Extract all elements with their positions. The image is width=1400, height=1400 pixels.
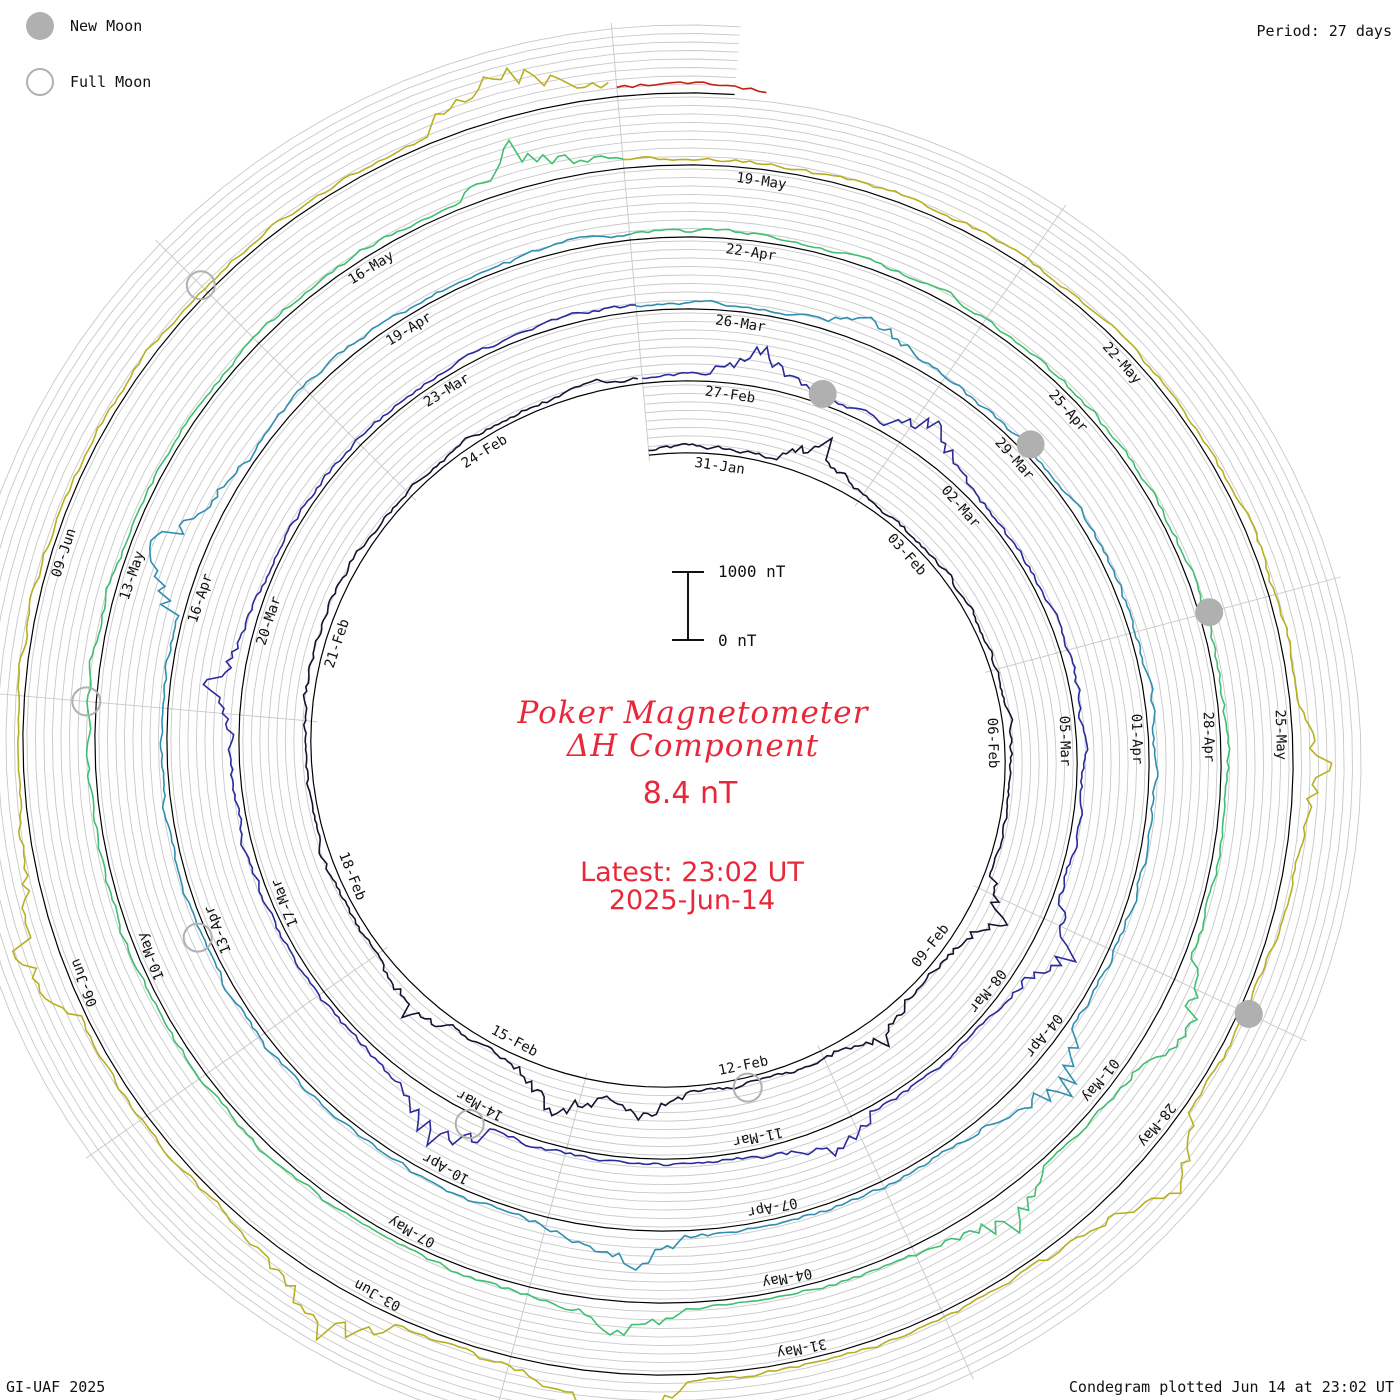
grid-ring xyxy=(0,33,1353,1400)
date-tick-label: 21-Feb xyxy=(322,617,353,670)
date-tick-label: 26-Mar xyxy=(714,312,766,335)
radial-spoke xyxy=(262,987,329,1035)
radial-spoke xyxy=(498,1350,513,1400)
grid-ring xyxy=(0,41,1345,1400)
radial-spoke xyxy=(203,1029,270,1076)
radial-spoke xyxy=(307,392,366,450)
grid-ring xyxy=(5,75,1311,1393)
grid-ring xyxy=(0,24,1362,1400)
full-moon-icon xyxy=(26,68,54,96)
full-moon-marker xyxy=(182,922,213,953)
radial-spoke xyxy=(237,714,318,723)
radial-spoke xyxy=(623,166,632,246)
legend-full-moon-label: Full Moon xyxy=(70,73,152,91)
radial-spoke xyxy=(565,1072,588,1151)
date-tick-label: 27-Feb xyxy=(704,384,756,407)
radial-spoke xyxy=(206,290,264,348)
radial-spoke xyxy=(610,22,619,103)
chart-subtitle: ΔH Component xyxy=(566,728,820,764)
radial-spoke xyxy=(547,1142,569,1220)
current-value: 8.4 nT xyxy=(642,776,738,811)
radial-spoke xyxy=(509,1281,532,1359)
date-tick-label: 05-Mar xyxy=(1056,715,1073,766)
radial-spoke xyxy=(984,651,1063,673)
new-moon-marker xyxy=(1234,1000,1263,1028)
date-tick-label: 16-Apr xyxy=(185,572,216,625)
radial-spoke xyxy=(94,701,174,710)
radial-spoke xyxy=(1124,613,1202,636)
full-moon-marker xyxy=(454,1109,485,1139)
radial-spoke xyxy=(85,1111,152,1159)
full-moon-marker xyxy=(732,1072,763,1103)
grid-ring xyxy=(0,58,1328,1400)
grid-ring xyxy=(0,50,1337,1400)
series-rotation-1 xyxy=(202,304,1089,1167)
date-tick-label: 20-Mar xyxy=(254,594,285,647)
radial-spoke xyxy=(847,1110,883,1184)
radial-spoke xyxy=(939,1306,974,1380)
radial-spoke xyxy=(321,946,388,994)
full-moon-marker xyxy=(185,270,216,301)
radial-spoke xyxy=(642,381,650,462)
radial-spoke xyxy=(908,1241,944,1315)
radial-spoke xyxy=(0,693,31,698)
latest-date: 2025-Jun-14 xyxy=(608,885,776,916)
date-tick-label: 28-Apr xyxy=(1200,711,1217,762)
series-rotation-5 xyxy=(616,81,767,94)
scale-top-label: 1000 nT xyxy=(718,562,786,581)
radial-spoke xyxy=(528,1211,551,1290)
series-rotation-4 xyxy=(11,66,1333,1400)
date-tick-label: 22-Apr xyxy=(725,241,777,264)
scale-bottom-label: 0 nT xyxy=(718,631,757,650)
legend-new-moon: New Moon xyxy=(26,12,142,40)
grid-rings xyxy=(0,24,1362,1400)
chart-title: Poker Magnetometer xyxy=(517,695,869,731)
radial-spoke xyxy=(358,443,417,501)
grid-ring xyxy=(13,83,1303,1385)
legend-full-moon: Full Moon xyxy=(26,68,151,96)
radial-spoke xyxy=(1103,945,1177,981)
radial-spoke xyxy=(895,381,943,448)
date-tick-label: 25-May xyxy=(1272,709,1289,760)
radial-spoke xyxy=(973,885,1046,920)
radial-spoke xyxy=(144,1070,211,1118)
series-rotation-2 xyxy=(149,233,1159,1271)
new-moon-marker xyxy=(1195,598,1224,627)
period-label: Period: 27 days xyxy=(1256,22,1392,40)
radial-spoke xyxy=(1019,204,1067,271)
grid-ring xyxy=(0,67,1320,1400)
date-tick-label: 06-Feb xyxy=(984,718,1001,769)
new-moon-icon xyxy=(26,12,54,40)
new-moon-marker xyxy=(1016,430,1045,459)
full-moon-marker xyxy=(71,686,102,717)
radial-spoke xyxy=(22,695,103,704)
credit-label: GI-UAF 2025 xyxy=(6,1378,106,1396)
baseline-spiral xyxy=(22,92,1294,1376)
radial-spoke xyxy=(854,440,902,507)
date-tick-label: 31-Jan xyxy=(693,455,745,478)
new-moon-marker xyxy=(808,379,837,408)
latest-time: Latest: 23:02 UT xyxy=(580,857,804,888)
radial-spoke xyxy=(1038,915,1112,951)
legend-new-moon-label: New Moon xyxy=(70,17,143,35)
radial-spoke xyxy=(616,94,625,175)
date-tick-label: 19-May xyxy=(735,170,787,193)
radial-spoke xyxy=(165,707,246,716)
radial-spoke xyxy=(1168,976,1242,1012)
radial-spoke xyxy=(257,341,315,399)
series-rotation-3 xyxy=(85,138,1231,1337)
plotted-label: Condegram plotted Jun 14 at 23:02 UT xyxy=(1068,1378,1394,1396)
radial-spoke xyxy=(635,309,644,390)
date-tick-label: 01-Apr xyxy=(1128,713,1145,764)
radial-spoke xyxy=(155,239,213,297)
radial-spoke xyxy=(1263,576,1341,599)
radial-spokes xyxy=(0,22,1341,1400)
series-rotation-0 xyxy=(302,377,1014,1122)
